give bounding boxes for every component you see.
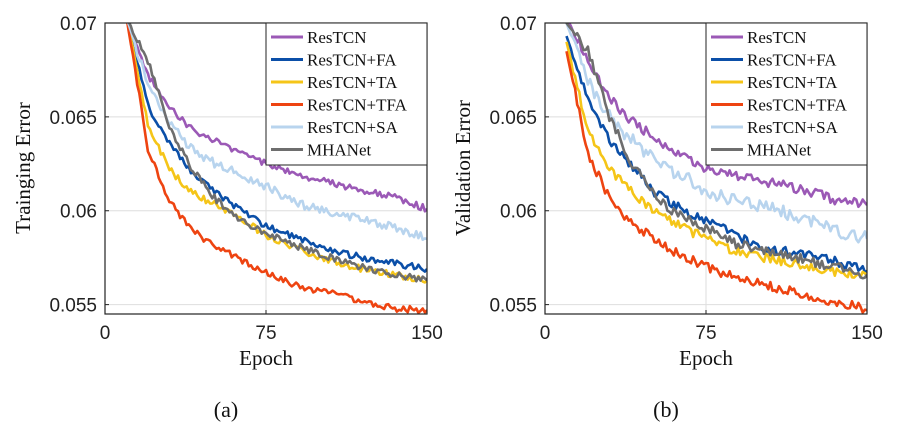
series-line xyxy=(565,41,867,279)
series-line xyxy=(565,23,867,280)
legend-label: ResTCN xyxy=(747,28,807,47)
legend-label: ResTCN+FA xyxy=(307,51,397,70)
legend-label: ResTCN+SA xyxy=(307,118,399,137)
y-tick-label: 0.055 xyxy=(49,296,97,317)
y-axis-label: Trainging Error xyxy=(11,102,35,234)
x-tick-label: 0 xyxy=(100,323,111,344)
legend-label: ResTCN+TA xyxy=(307,73,398,92)
legend-label: ResTCN+SA xyxy=(747,118,839,137)
y-axis-label: Validation Error xyxy=(451,100,475,236)
chart-panel-b: 0 75 150 0.055 0.06 0.065 0.07 Epoch Validatio… xyxy=(440,0,891,436)
legend-label: ResTCN+TA xyxy=(747,73,838,92)
tick-layer: 0 75 150 0.055 0.06 0.065 0.07 xyxy=(489,14,882,344)
legend-label: ResTCN+FA xyxy=(747,51,837,70)
legend-label: MHANet xyxy=(307,141,371,160)
legend: ResTCN ResTCN+FA ResTCN+TA ResTCN+TFA ResTCN… xyxy=(265,22,428,166)
y-tick-label: 0.065 xyxy=(49,108,97,129)
y-tick-label: 0.065 xyxy=(489,108,537,129)
series-line xyxy=(565,23,867,244)
x-tick-label: 75 xyxy=(255,323,276,344)
legend: ResTCN ResTCN+FA ResTCN+TA ResTCN+TFA ResTCN… xyxy=(705,22,868,166)
series-layer xyxy=(126,23,427,314)
chart-b-svg: 0 75 150 0.055 0.06 0.065 0.07 Epoch Validatio… xyxy=(451,14,883,422)
chart-a-svg: 0 75 150 0.055 0.06 0.065 0.07 Epoch Trainging… xyxy=(11,14,443,422)
legend-label: ResTCN+TFA xyxy=(747,96,848,115)
x-tick-label: 0 xyxy=(540,323,551,344)
tick-layer: 0 75 150 0.055 0.06 0.065 0.07 xyxy=(49,14,442,344)
legend-label: MHANet xyxy=(747,141,811,160)
series-line xyxy=(127,23,427,283)
series-line xyxy=(127,23,427,213)
series-line xyxy=(565,35,867,274)
x-tick-label: 150 xyxy=(411,323,443,344)
x-tick-label: 150 xyxy=(851,323,883,344)
panel-caption: (a) xyxy=(214,397,238,422)
x-tick-label: 75 xyxy=(695,323,716,344)
y-tick-label: 0.06 xyxy=(500,202,537,223)
chart-panel-a: 0 75 150 0.055 0.06 0.065 0.07 Epoch Trainging… xyxy=(11,14,443,422)
series-line xyxy=(567,23,867,209)
y-tick-label: 0.07 xyxy=(500,14,537,35)
legend-label: ResTCN+TFA xyxy=(307,96,408,115)
series-layer xyxy=(565,23,867,314)
legend-label: ResTCN xyxy=(307,28,367,47)
x-axis-label: Epoch xyxy=(679,346,733,370)
y-tick-label: 0.07 xyxy=(60,14,97,35)
series-line xyxy=(126,23,427,314)
series-line xyxy=(126,23,427,241)
legend-box xyxy=(705,22,868,166)
series-line xyxy=(126,23,427,273)
y-tick-label: 0.055 xyxy=(489,296,537,317)
series-line xyxy=(565,50,867,314)
panel-caption: (b) xyxy=(653,397,679,422)
legend-box xyxy=(265,22,428,166)
y-tick-label: 0.06 xyxy=(60,202,97,223)
x-axis-label: Epoch xyxy=(239,346,293,370)
